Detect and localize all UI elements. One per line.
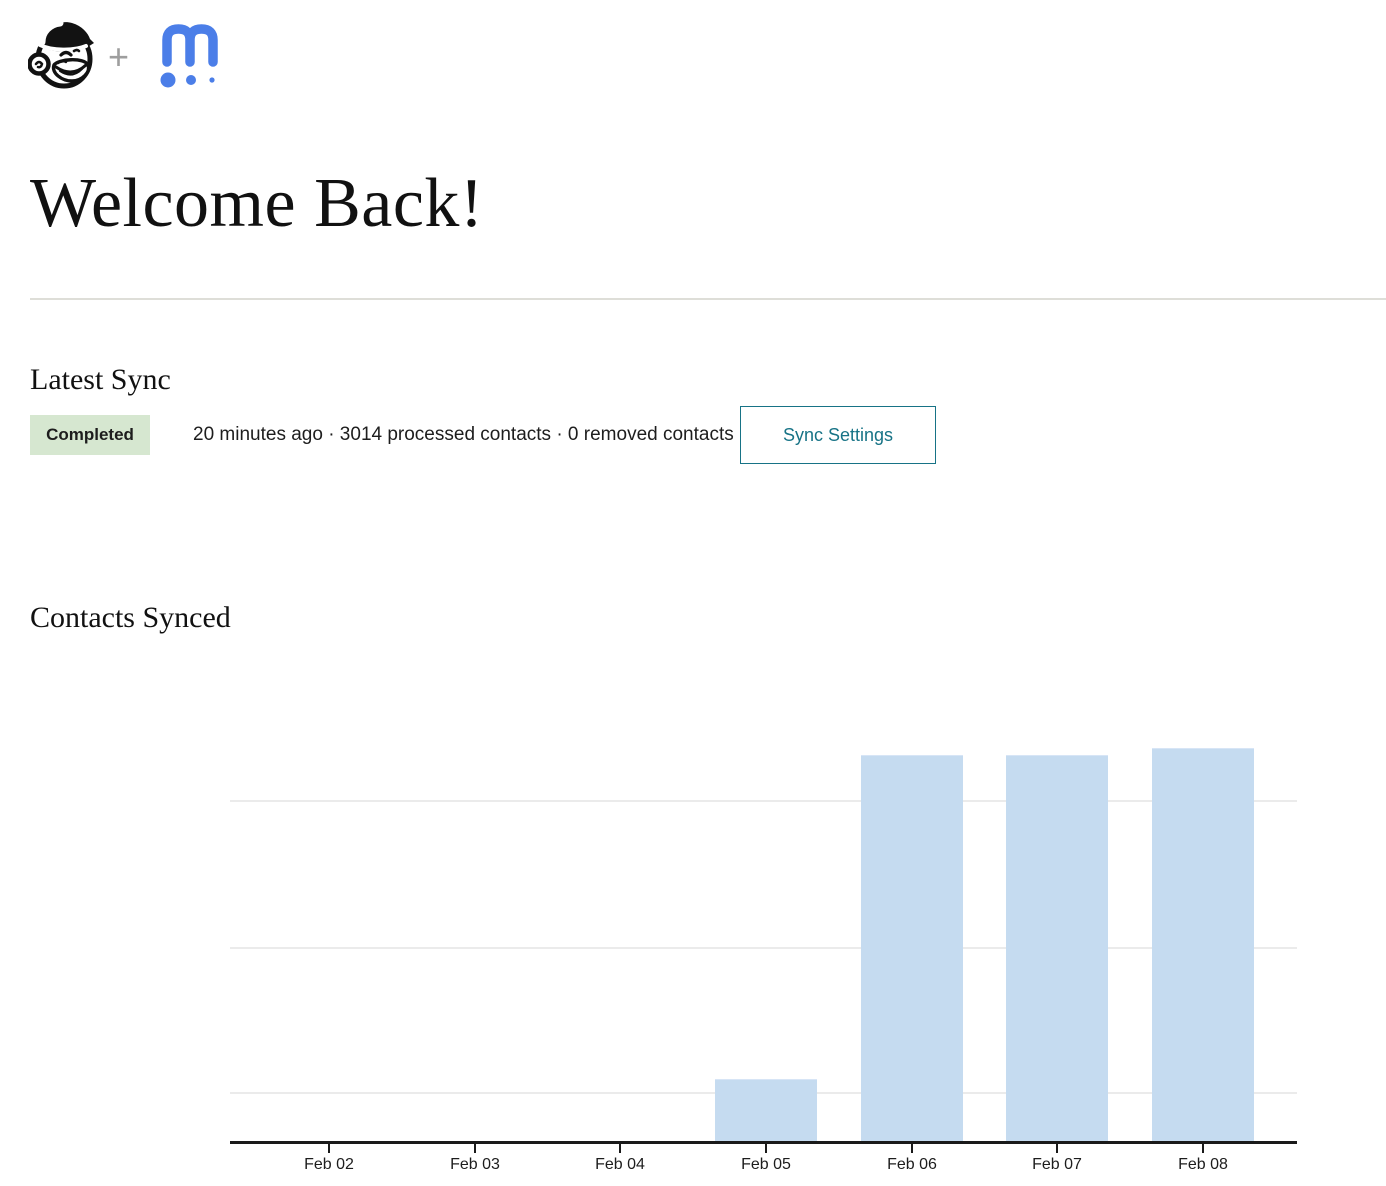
chart-x-tick	[328, 1144, 330, 1153]
latest-sync-heading: Latest Sync	[30, 363, 171, 396]
chart-x-tick	[1056, 1144, 1058, 1153]
header-divider	[30, 298, 1386, 300]
contacts-synced-bar-chart: Feb 02 Feb 03 Feb 04 Feb 05 Feb 06 Feb 07 Feb …	[0, 660, 1386, 1186]
chart-gridline	[230, 800, 1297, 802]
chart-x-label: Feb 05	[741, 1156, 791, 1173]
chart-x-tick	[619, 1144, 621, 1153]
chart-x-label: Feb 06	[887, 1156, 937, 1173]
m-three-dots-icon	[160, 24, 218, 88]
chart-x-label: Feb 03	[450, 1156, 500, 1173]
plus-icon: +	[108, 36, 130, 77]
page-title: Welcome Back!	[30, 165, 484, 242]
chart-x-label: Feb 04	[595, 1156, 645, 1173]
chart-bar-feb-08[interactable]	[1152, 748, 1254, 1141]
header-logo-lockup: +	[0, 0, 400, 110]
chart-bar-feb-07[interactable]	[1006, 755, 1108, 1141]
chart-x-axis	[230, 1141, 1297, 1144]
chart-x-label: Feb 02	[304, 1156, 354, 1173]
chart-x-label: Feb 07	[1032, 1156, 1082, 1173]
chart-x-label: Feb 08	[1178, 1156, 1228, 1173]
contacts-synced-heading: Contacts Synced	[30, 601, 231, 634]
sync-settings-button[interactable]: Sync Settings	[740, 406, 936, 464]
chart-bar-feb-05[interactable]	[715, 1079, 817, 1141]
sync-status-text: 20 minutes ago · 3014 processed contacts…	[193, 424, 734, 445]
mailchimp-freddie-icon	[28, 19, 94, 89]
chart-x-tick	[911, 1144, 913, 1153]
chart-x-tick	[474, 1144, 476, 1153]
chart-x-tick	[765, 1144, 767, 1153]
sync-status-badge: Completed	[30, 415, 150, 455]
chart-gridline	[230, 947, 1297, 949]
chart-x-tick	[1202, 1144, 1204, 1153]
chart-bar-feb-06[interactable]	[861, 755, 963, 1141]
